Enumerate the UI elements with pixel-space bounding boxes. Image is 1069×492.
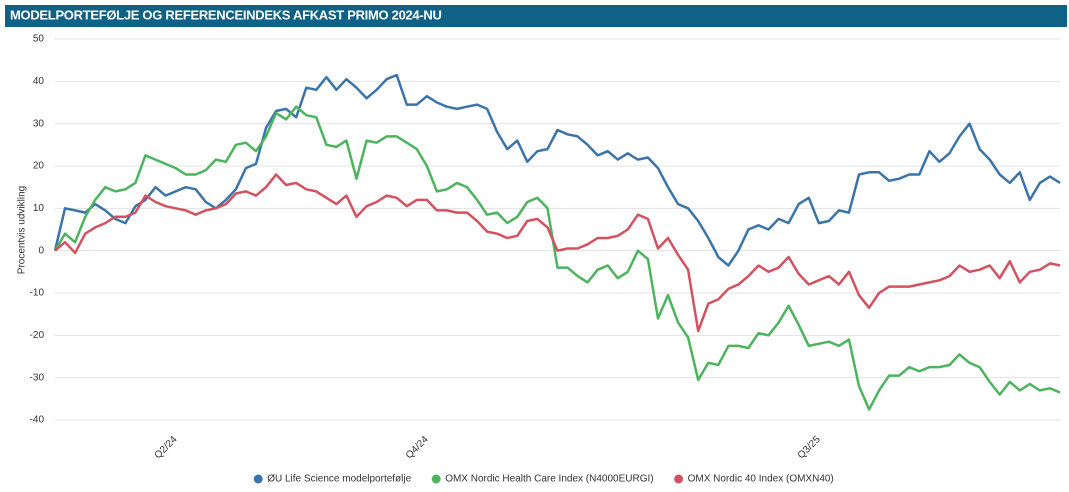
series-line [54,173,1061,333]
y-tick-label: 20 [33,161,45,172]
y-tick-label: 40 [33,76,45,87]
y-tick-label: -30 [30,372,45,383]
y-tick-label: -10 [30,288,45,299]
y-tick-label: 30 [33,118,45,129]
y-tick-label: -40 [30,415,45,426]
y-tick-label: 10 [33,203,45,214]
legend-label: OMX Nordic Health Care Index (N4000EURGI… [445,474,653,485]
legend-item: OMX Nordic 40 Index (OMXN40) [674,474,834,485]
legend-item: ØU Life Science modelportefølje [253,474,412,485]
y-tick-label: 0 [38,245,44,256]
series-line [53,73,1061,267]
x-tick-label: Q4/24 [404,434,431,461]
title-bar [5,5,1067,27]
legend-marker [253,474,263,484]
chart-title: MODELPORTEFØLJE OG REFERENCEINDEKS AFKAS… [10,7,442,22]
x-tick-label: Q2/24 [153,434,180,461]
y-tick-label: -20 [30,330,45,341]
legend-label: ØU Life Science modelportefølje [267,474,411,485]
y-tick-label: 50 [33,34,45,45]
x-tick-label: Q3/25 [796,434,823,461]
y-axis-label: Procentvis udvikling [17,186,28,274]
legend-marker [431,474,441,484]
legend-label: OMX Nordic 40 Index (OMXN40) [688,474,834,485]
legend-item: OMX Nordic Health Care Index (N4000EURGI… [431,474,654,485]
legend-marker [674,474,684,484]
series-line [53,105,1061,411]
